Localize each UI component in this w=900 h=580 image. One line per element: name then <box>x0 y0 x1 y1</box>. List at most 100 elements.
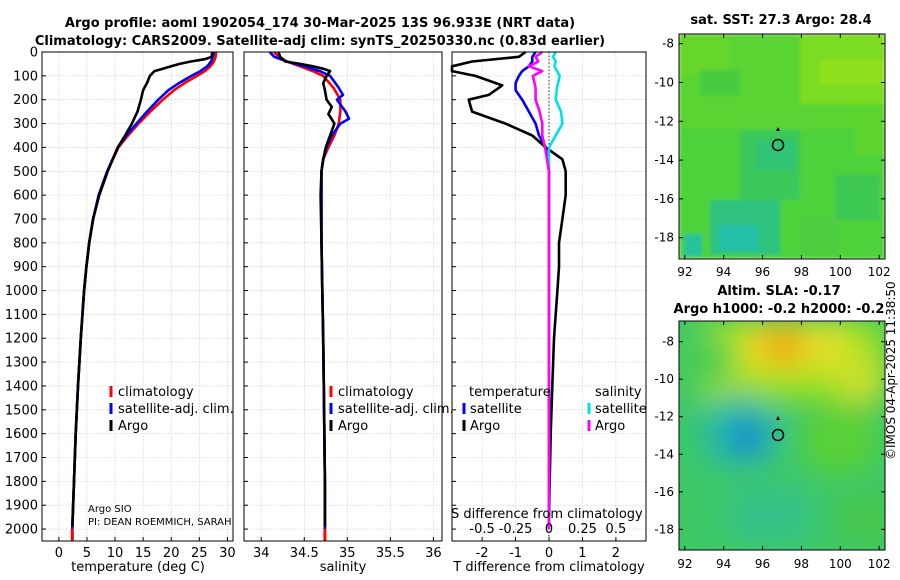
map-x-tick-label: 94 <box>716 265 731 279</box>
temperature-legend: climatology satellite-adj. clim. Argo <box>109 385 234 434</box>
map-y-tick-label: -14 <box>654 153 674 167</box>
map-y-tick-label: -16 <box>654 192 674 206</box>
temperature-xlabel: temperature (deg C) <box>71 560 205 575</box>
map-y-tick-label: -10 <box>654 372 674 386</box>
credit-text: ©IMOS 04-Apr-2025 11:38:50 <box>884 281 898 460</box>
sla-map-title-line2: Argo h1000: -0.2 h2000: -0.2 <box>674 302 885 317</box>
map-x-tick-label: 96 <box>755 265 770 279</box>
x-tick-label: 36 <box>425 546 442 561</box>
y-tick-label: 400 <box>13 141 38 156</box>
map-x-tick-label: 92 <box>677 265 692 279</box>
salinity-panel: 34 34.5 35 35.5 36 salinity climatology sate… <box>243 51 454 575</box>
difference-top-xlabel: S difference from climatology <box>451 507 643 522</box>
x-tick-label: -2 <box>476 546 489 561</box>
map-x-tick-label: 96 <box>755 557 770 571</box>
y-tick-label: 500 <box>13 165 38 180</box>
difference-temperature-legend: temperature satellite Argo <box>462 385 551 434</box>
map-x-tick-label: 92 <box>677 557 692 571</box>
series-line <box>71 51 214 527</box>
legend-t-argo-label: Argo <box>470 419 500 434</box>
map-x-tick-label: 98 <box>794 557 809 571</box>
series-line <box>527 50 551 530</box>
x-tick-label: 34 <box>253 546 270 561</box>
x-tick-label: -1 <box>509 546 522 561</box>
legend-s-argo-label: Argo <box>595 419 625 434</box>
map-x-tick-label: 100 <box>829 557 852 571</box>
sst-float-marker <box>771 138 785 152</box>
y-tick-label: 1800 <box>5 475 38 490</box>
x-tick-label: 34.5 <box>290 546 319 561</box>
x-tick-label: 15 <box>135 546 152 561</box>
salinity-series <box>268 51 351 541</box>
temperature-ticks: 0100200300400500600700800900100011001200… <box>5 46 236 562</box>
map-y-tick-label: -12 <box>654 410 674 424</box>
annotation-pi: PI: DEAN ROEMMICH, SARAH <box>88 517 232 528</box>
x-tick-label: 0 <box>545 546 553 561</box>
figure-title-line1: Argo profile: aoml 1902054_174 30-Mar-20… <box>65 16 575 31</box>
y-tick-label: 2000 <box>5 523 38 538</box>
legend-climatology-label: climatology <box>118 385 194 400</box>
figure-title-line2: Climatology: CARS2009. Satellite-adj cli… <box>35 34 605 49</box>
y-tick-label: 1300 <box>5 356 38 371</box>
annotation-institution: Argo SIO <box>88 504 132 515</box>
salinity-legend: climatology satellite-adj. clim. Argo <box>329 385 454 434</box>
map-y-tick-label: -8 <box>662 37 674 51</box>
x-tick-label: 30 <box>219 546 236 561</box>
legend-salinity-header: salinity <box>595 385 642 400</box>
y-tick-label: 1700 <box>5 451 38 466</box>
top-x-tick-label: -0.5 <box>469 522 494 537</box>
sla-map-title-line1: Altim. SLA: -0.17 <box>717 284 840 299</box>
map-x-tick-label: 98 <box>794 265 809 279</box>
map-y-tick-label: -14 <box>654 447 674 461</box>
y-tick-label: 1000 <box>5 284 38 299</box>
sla-map-frame <box>678 320 886 551</box>
temperature-panel: 0100200300400500600700800900100011001200… <box>5 46 236 576</box>
map-y-tick-label: -10 <box>654 75 674 89</box>
y-tick-label: 1500 <box>5 403 38 418</box>
top-x-tick-label: 0.25 <box>568 522 597 537</box>
x-tick-label: 0 <box>55 546 63 561</box>
legend-climatology-label: climatology <box>338 385 414 400</box>
y-tick-label: 1200 <box>5 332 38 347</box>
difference-panel: -2 -1 0 1 2 -0.5 -0.25 0 0.25 0.5 S difference fr… <box>450 50 647 575</box>
map-y-tick-label: -12 <box>654 114 674 128</box>
x-tick-label: 1 <box>578 546 586 561</box>
legend-t-satellite-label: satellite <box>470 402 522 417</box>
sst-map-ticks: 92 94 96 98 100 102 -8 -10 -12 -14 -16 -18 <box>654 34 891 279</box>
top-x-tick-label: 0 <box>545 522 553 537</box>
y-tick-label: 700 <box>13 212 38 227</box>
difference-salinity-legend: salinity satellite Argo <box>587 385 647 434</box>
map-y-tick-label: -18 <box>654 522 674 536</box>
legend-satellite-label: satellite-adj. clim. <box>118 402 234 417</box>
temperature-series <box>70 51 218 541</box>
map-x-tick-label: 100 <box>829 265 852 279</box>
map-x-tick-label: 94 <box>716 557 731 571</box>
series-line <box>514 51 551 530</box>
x-tick-label: 20 <box>163 546 180 561</box>
x-tick-label: 35.5 <box>376 546 405 561</box>
sla-map-field <box>679 321 885 550</box>
map-x-tick-label: 102 <box>868 557 891 571</box>
sst-map-title: sat. SST: 27.3 Argo: 28.4 <box>690 13 871 28</box>
map-y-tick-label: -8 <box>662 335 674 349</box>
sla-map-panel: Altim. SLA: -0.17 Argo h1000: -0.2 h2000… <box>654 284 890 571</box>
series-line <box>277 51 336 527</box>
x-tick-label: 5 <box>83 546 91 561</box>
difference-ticks: -2 -1 0 1 2 -0.5 -0.25 0 0.25 0.5 <box>452 51 626 561</box>
legend-s-satellite-label: satellite <box>595 402 647 417</box>
x-tick-label: 10 <box>107 546 124 561</box>
sst-map-frame <box>678 33 886 260</box>
salinity-grid <box>244 51 442 541</box>
y-tick-label: 600 <box>13 189 38 204</box>
sst-float-arrow <box>776 127 780 131</box>
x-tick-label: 35 <box>339 546 356 561</box>
sla-map-ticks: 92 94 96 98 100 102 -8 -10 -12 -14 -16 -18 <box>654 321 891 571</box>
difference-xlabel: T difference from climatology <box>452 560 645 575</box>
difference-series <box>450 50 568 530</box>
y-tick-label: 1100 <box>5 308 38 323</box>
y-tick-label: 100 <box>13 69 38 84</box>
top-x-tick-label: -0.25 <box>499 522 533 537</box>
sst-map-field <box>679 34 885 259</box>
y-tick-label: 900 <box>13 260 38 275</box>
